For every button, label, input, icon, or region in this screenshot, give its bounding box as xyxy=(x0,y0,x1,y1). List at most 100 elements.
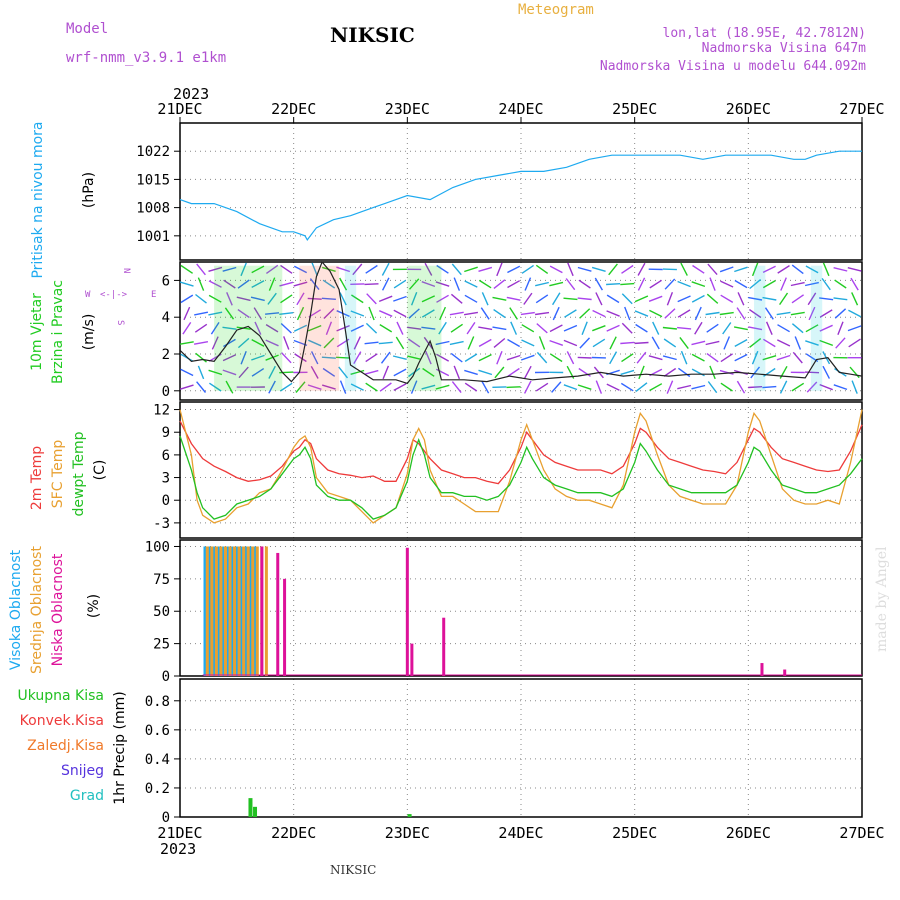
wind-ylabel: 10m Vjetar xyxy=(29,293,45,371)
wind-arrow xyxy=(379,310,393,317)
wind-arrow xyxy=(624,306,631,321)
wind-arrow xyxy=(492,296,507,301)
wind-arrow xyxy=(478,279,492,289)
time-tick-top: 22DEC xyxy=(271,100,316,118)
wind-arrow xyxy=(350,310,365,317)
temperature-frame xyxy=(179,401,863,539)
wind-arrow xyxy=(254,321,262,335)
dewpt-ylabel: dewpt Temp xyxy=(71,431,87,516)
wind-arrow xyxy=(293,265,308,274)
wind-arrow xyxy=(762,279,776,289)
wind-arrow xyxy=(408,338,421,348)
wind-arrow xyxy=(649,309,663,318)
temperature-ytick-label: 6 xyxy=(162,448,170,464)
cloud-bar-visoka xyxy=(248,546,252,676)
cloud-bar-srednja xyxy=(251,546,255,676)
wind-arrow xyxy=(438,321,447,335)
wind-arrow xyxy=(507,280,521,289)
cloud-bar-srednja xyxy=(237,546,241,676)
wind-arrow xyxy=(451,263,462,276)
wind-arrow xyxy=(368,306,375,321)
wind-arrow xyxy=(649,383,663,392)
wind-arrow xyxy=(193,341,209,345)
wind-arrow xyxy=(381,262,390,276)
wind-ytick-label: 0 xyxy=(162,384,170,400)
precip-bar-ukupna xyxy=(253,806,258,817)
wind-arrow xyxy=(268,380,276,394)
wind-arrow xyxy=(637,262,646,276)
wind-arrow xyxy=(321,384,336,390)
wind-arrow xyxy=(240,262,247,277)
wind-arrow xyxy=(720,280,734,288)
wind-arrow xyxy=(450,323,463,333)
wind-arrow xyxy=(563,384,578,391)
wind-arrow xyxy=(577,266,592,272)
wind-arrow xyxy=(353,336,361,350)
wind-arrow xyxy=(453,277,461,291)
wind-arrow xyxy=(280,382,293,392)
wind-arrow xyxy=(805,324,819,333)
wind-arrow xyxy=(421,384,436,390)
wind-arrow xyxy=(365,322,378,334)
pressure-labels: Pritisak na nivou mora (hPa) xyxy=(30,121,97,278)
wind-frame xyxy=(179,261,863,401)
wind-arrow xyxy=(520,354,535,361)
wind-arrow xyxy=(764,307,774,320)
wind-arrow xyxy=(634,310,649,317)
wind-arrow xyxy=(237,309,250,319)
time-tick-bottom: 25DEC xyxy=(612,824,657,842)
wind-arrow xyxy=(336,266,351,273)
wind-arrow xyxy=(804,281,819,287)
wind-band xyxy=(754,265,766,391)
wind-arrow xyxy=(794,336,802,350)
wind-arrow xyxy=(579,337,591,349)
wind-arrow xyxy=(396,321,404,335)
cloud-bar-srednja xyxy=(223,546,227,676)
wind-arrow xyxy=(209,382,222,392)
wind-arrow xyxy=(592,338,606,348)
wind-arrow xyxy=(577,356,592,359)
pressure-ytick-label: 1015 xyxy=(136,172,170,188)
wind-arrow xyxy=(478,266,493,272)
wind-arrow xyxy=(621,353,634,363)
wind-arrow xyxy=(493,337,506,348)
temperature-ytick-label: 12 xyxy=(153,403,170,419)
wind-arrow xyxy=(748,296,763,301)
meteogram-title: Meteogram xyxy=(518,2,594,18)
precip-bar-ukupna xyxy=(248,798,253,817)
wind-arrow xyxy=(664,308,676,319)
wind-arrow xyxy=(265,339,279,347)
cloud-bar-niska xyxy=(276,552,280,676)
wind-arrow xyxy=(381,277,390,291)
wind-arrow xyxy=(791,294,804,304)
wind-arrow xyxy=(777,265,790,274)
wind-arrow xyxy=(679,336,689,350)
grad-label: Grad xyxy=(70,788,104,804)
wind-arrow xyxy=(549,265,563,274)
compass-rose: N W E S <-|-> xyxy=(85,268,156,325)
wind-arrow xyxy=(566,351,575,365)
wind-arrow xyxy=(620,341,635,345)
wind-arrow xyxy=(851,380,858,394)
wind-arrow xyxy=(849,366,860,379)
wind-arrow xyxy=(620,282,635,286)
wind-arrow xyxy=(677,384,692,390)
wind-band xyxy=(344,265,357,391)
wind-arrow xyxy=(223,338,236,348)
wind-arrow xyxy=(280,294,293,304)
time-tick-top: 26DEC xyxy=(726,100,771,118)
wind-arrow xyxy=(208,280,222,288)
wind-arrow xyxy=(322,279,336,289)
wind-arrow xyxy=(279,371,294,374)
wind-arrow xyxy=(223,279,236,289)
cloud-bar-visoka xyxy=(230,546,234,676)
wind-arrow xyxy=(211,336,219,350)
wind-arrow xyxy=(705,340,720,346)
wind-arrow xyxy=(408,278,420,290)
wind-arrow xyxy=(634,295,649,303)
wind-arrow xyxy=(450,293,463,304)
wind-arrow xyxy=(222,354,237,362)
wind-arrow xyxy=(464,280,478,288)
wind-arrow xyxy=(733,326,748,331)
wind-arrow xyxy=(197,365,205,380)
